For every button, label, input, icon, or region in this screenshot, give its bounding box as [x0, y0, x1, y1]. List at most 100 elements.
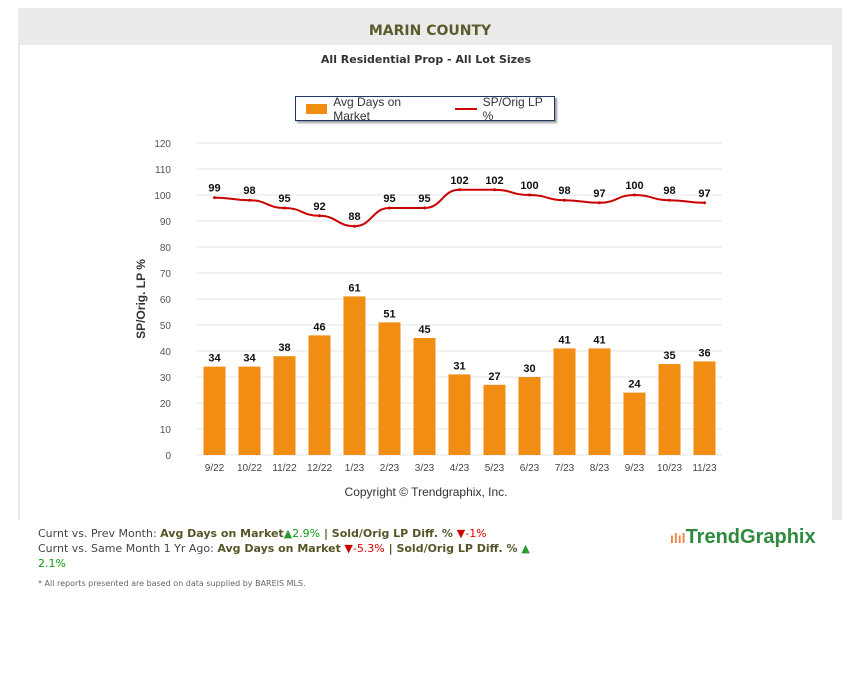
prev-dom-change: 2.9% [292, 527, 321, 540]
line-point [318, 214, 321, 218]
x-tick-label: 3/23 [415, 463, 435, 474]
y-tick-label: 100 [154, 191, 171, 202]
line-data-label: 98 [558, 185, 570, 197]
bar-data-label: 41 [558, 334, 570, 346]
bar [588, 348, 611, 455]
bar [658, 364, 681, 455]
stats-label: Curnt vs. Same Month 1 Yr Ago: [38, 542, 218, 555]
y-tick-label: 0 [165, 451, 171, 462]
bar-data-label: 61 [348, 282, 360, 294]
bar [378, 322, 401, 455]
x-tick-label: 12/22 [307, 463, 332, 474]
y-tick-label: 60 [160, 295, 172, 306]
x-tick-label: 2/23 [380, 463, 400, 474]
y-tick-label: 90 [160, 217, 172, 228]
dom-label: Avg Days on Market [217, 542, 341, 555]
stats-prev-month: Curnt vs. Prev Month: Avg Days on Market… [38, 526, 487, 541]
footnote: * All reports presented are based on dat… [38, 579, 306, 588]
x-tick-label: 9/23 [625, 463, 645, 474]
line-data-label: 99 [208, 183, 220, 195]
bar [448, 374, 471, 455]
bar [203, 366, 226, 455]
line-data-label: 95 [418, 193, 430, 205]
stats-year-ago: Curnt vs. Same Month 1 Yr Ago: Avg Days … [38, 541, 538, 571]
line-point [458, 188, 461, 192]
line-point [388, 206, 391, 210]
report-title: MARIN COUNTY [368, 23, 492, 39]
trendgraphix-logo: ılılTrendGraphix [670, 526, 816, 549]
line-point [598, 201, 601, 205]
lp-label: | Sold/Orig LP Diff. % [384, 542, 522, 555]
x-tick-label: 8/23 [590, 463, 610, 474]
bar-data-label: 45 [418, 324, 430, 336]
line-point [633, 193, 636, 197]
up-arrow-icon: ▲ [283, 527, 293, 540]
line-point [353, 224, 356, 228]
bar [483, 384, 506, 455]
y-tick-label: 30 [160, 373, 172, 384]
line-data-label: 97 [593, 188, 605, 200]
x-tick-label: 10/22 [237, 463, 262, 474]
line-data-label: 92 [313, 201, 325, 213]
up-arrow-icon: ▲ [521, 542, 530, 555]
line-data-label: 102 [450, 175, 468, 187]
copyright: Copyright © Trendgraphix, Inc. [344, 485, 508, 499]
bar-data-label: 46 [313, 321, 325, 333]
line-point [528, 193, 531, 197]
bar-data-label: 24 [628, 379, 641, 391]
x-tick-label: 1/23 [345, 463, 365, 474]
y-tick-label: 80 [160, 243, 172, 254]
line-point [563, 198, 566, 202]
x-tick-label: 7/23 [555, 463, 575, 474]
down-arrow-icon: ▼ [456, 527, 466, 540]
bar-data-label: 30 [523, 363, 535, 375]
bar [413, 338, 436, 455]
bar-data-label: 38 [278, 342, 290, 354]
line-point [213, 196, 216, 200]
y-tick-label: 120 [154, 139, 171, 150]
line-point [493, 188, 496, 192]
bar-data-label: 34 [208, 353, 221, 365]
line-data-label: 102 [485, 175, 503, 187]
bar-data-label: 36 [698, 347, 710, 359]
line-point [248, 198, 251, 202]
line-data-label: 97 [698, 188, 710, 200]
y-axis-label: SP/Orig. LP % [134, 259, 148, 339]
line-point [423, 206, 426, 210]
bar-data-label: 35 [663, 350, 675, 362]
bar-data-label: 51 [383, 308, 395, 320]
bar [238, 366, 261, 455]
line-point [703, 201, 706, 205]
bar [693, 361, 716, 455]
chart-subtitle: All Residential Prop - All Lot Sizes [320, 53, 532, 66]
line-data-label: 95 [278, 193, 290, 205]
line-data-label: 88 [348, 211, 360, 223]
bar-data-label: 31 [453, 360, 465, 372]
y-tick-label: 50 [160, 321, 172, 332]
bar [553, 348, 576, 455]
down-arrow-icon: ▼ [344, 542, 353, 555]
legend: Avg Days on Market SP/Orig LP % [295, 94, 555, 123]
legend-bar-label: Avg Days on Market [333, 94, 402, 123]
bar [518, 377, 541, 455]
x-tick-label: 9/22 [205, 463, 225, 474]
bar [343, 296, 366, 455]
yr-lp-change: 2.1% [38, 557, 66, 570]
yr-dom-change: -5.3% [352, 542, 385, 555]
y-tick-label: 40 [160, 347, 172, 358]
line-data-label: 100 [520, 180, 538, 192]
line-data-label: 98 [663, 185, 675, 197]
y-tick-label: 70 [160, 269, 172, 280]
line-data-label: 98 [243, 185, 255, 197]
legend-bar-swatch [306, 103, 328, 114]
y-tick-label: 10 [160, 425, 172, 436]
line-data-label: 100 [625, 180, 643, 192]
x-tick-label: 10/23 [657, 463, 682, 474]
x-tick-label: 6/23 [520, 463, 540, 474]
y-tick-label: 110 [155, 165, 171, 176]
bar [623, 392, 646, 455]
bar [273, 356, 296, 455]
report-frame: MARIN COUNTY All Residential Prop - All … [18, 8, 842, 520]
chart-panel: All Residential Prop - All Lot Sizes Avg… [20, 45, 832, 520]
bar-data-label: 27 [488, 371, 500, 383]
